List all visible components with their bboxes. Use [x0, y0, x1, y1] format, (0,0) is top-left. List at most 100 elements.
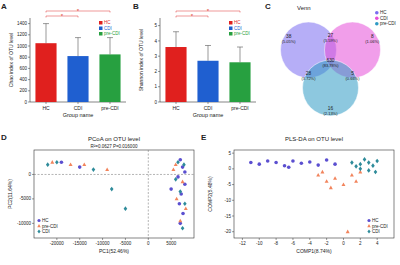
x-tick [171, 238, 172, 240]
error-cap [237, 47, 243, 48]
x-tick-label: -4 [308, 241, 312, 246]
y-tick [28, 79, 30, 80]
y-tick-label: 0 [28, 172, 31, 177]
region-percent: (5.05%) [282, 39, 297, 44]
y-tick-label: -5 [227, 182, 231, 187]
x-tick-label: pre-CDI [101, 105, 119, 111]
point [371, 163, 375, 168]
significance-label: * [77, 8, 80, 14]
y-tick [28, 23, 30, 24]
y-tick [158, 25, 160, 26]
x-tick-label: 5000 [166, 241, 177, 246]
y-tick-label: 800 [19, 55, 27, 60]
y-tick-label: -5000 [19, 196, 31, 201]
point [171, 167, 175, 171]
x-tick [79, 238, 80, 240]
region-percent: (0.66%) [345, 76, 360, 81]
x-tick [102, 238, 103, 240]
point [178, 158, 182, 162]
x-tick [360, 238, 361, 240]
point [105, 167, 109, 171]
bar [197, 61, 218, 102]
legend-swatch [99, 27, 103, 31]
significance-label: * [61, 13, 64, 19]
significance-label: * [207, 8, 210, 14]
legend-label: CDI [234, 26, 242, 31]
error-bar [43, 24, 49, 44]
legend-marker [37, 229, 40, 233]
x-tick-label: -10000 [96, 241, 111, 246]
legend-swatch [375, 11, 379, 15]
x-tick-label: -20000 [50, 241, 65, 246]
x-tick [242, 238, 243, 240]
point [181, 212, 185, 216]
point [329, 186, 333, 190]
error-cap [107, 37, 113, 38]
x-tick [148, 238, 149, 240]
x-tick [56, 238, 57, 240]
y-tick [232, 168, 234, 169]
bar [35, 43, 56, 102]
error-bar [173, 32, 179, 47]
error-stem [78, 38, 79, 56]
y-tick [232, 184, 234, 185]
legend-marker [37, 219, 40, 222]
point [375, 159, 379, 164]
venn-set [303, 60, 359, 116]
point [346, 230, 350, 234]
point [350, 173, 354, 177]
title: Venn [297, 5, 311, 11]
bar [99, 54, 120, 102]
x-tick-label: -8 [274, 241, 278, 246]
x-tick [276, 238, 277, 240]
y-tick-label: -10000 [17, 221, 32, 226]
legend-label: CDI [104, 26, 112, 31]
point [320, 170, 324, 174]
x-tick [326, 238, 327, 240]
region-percent: (3.72%) [301, 76, 316, 81]
x-tick-label: CDI [74, 105, 83, 111]
x-tick [309, 238, 310, 240]
x-tick-label: -10 [256, 241, 263, 246]
error-bar [205, 45, 211, 60]
bar [67, 56, 88, 102]
x-axis-title: COMP1(8.74%) [296, 248, 332, 254]
error-cap [43, 23, 49, 24]
y-tick [158, 71, 160, 72]
legend-label: pre-CDI [372, 224, 388, 229]
region-percent: (83.78%) [322, 63, 339, 68]
point [110, 187, 114, 192]
bar [165, 47, 186, 102]
legend-label: HC [234, 20, 241, 25]
y-tick [158, 56, 160, 57]
figure: A0200400600800100012001400HCCDIpre-CDIGr… [0, 0, 400, 265]
y-tick-label: 600 [19, 66, 27, 71]
point [174, 177, 178, 182]
region-percent: (2.13%) [323, 111, 338, 116]
legend-swatch [229, 27, 233, 31]
legend-label: CDI [372, 229, 380, 234]
point [183, 201, 187, 206]
reference-line [148, 150, 149, 238]
legend-label: pre-CDI [42, 224, 58, 229]
error-stem [46, 24, 47, 44]
panel-label: C [265, 2, 271, 11]
y-tick [32, 174, 34, 175]
x-tick-label: -6 [291, 241, 295, 246]
point [183, 170, 187, 174]
x-axis-title: Group name [63, 112, 94, 118]
error-cap [75, 37, 81, 38]
point [325, 179, 329, 183]
legend-swatch [229, 32, 233, 36]
y-tick-label: 2 [154, 69, 157, 74]
y-tick [158, 40, 160, 41]
legend-marker [37, 224, 41, 227]
y-tick-label: 1200 [17, 32, 28, 37]
point [82, 163, 86, 167]
point [367, 160, 371, 165]
point [325, 158, 329, 162]
x-tick [343, 238, 344, 240]
plot-frame [234, 150, 394, 238]
point [367, 168, 371, 173]
plot-area [249, 157, 379, 233]
